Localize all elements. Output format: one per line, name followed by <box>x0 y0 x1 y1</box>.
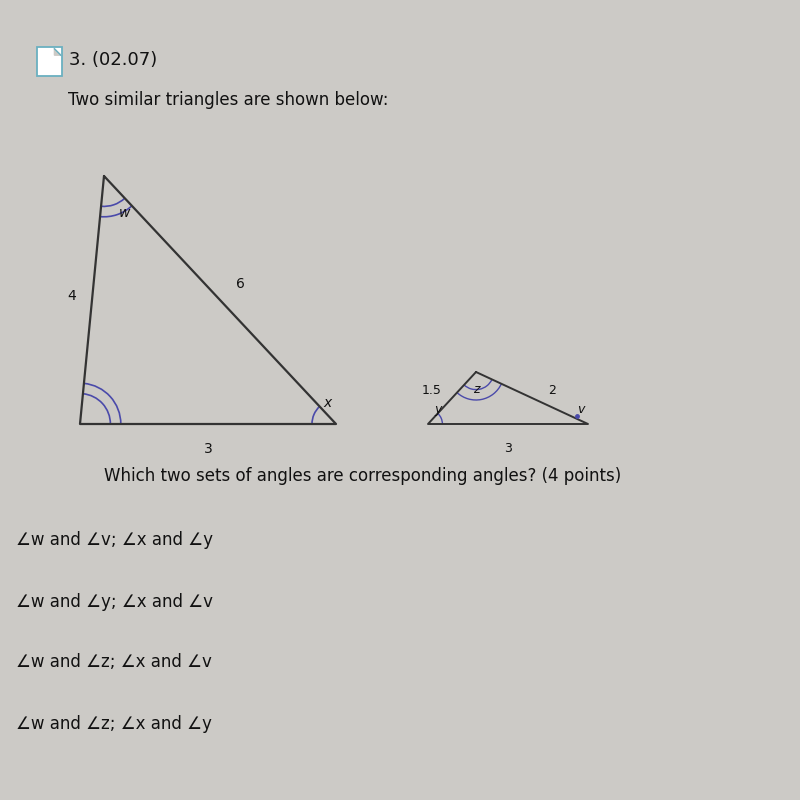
Text: ∠w and ∠y; ∠x and ∠v: ∠w and ∠y; ∠x and ∠v <box>16 593 213 610</box>
Text: w: w <box>118 206 130 220</box>
Text: y: y <box>434 403 442 416</box>
Text: 3: 3 <box>204 442 212 456</box>
Text: 1.5: 1.5 <box>422 383 442 397</box>
Text: ∠w and ∠v; ∠x and ∠y: ∠w and ∠v; ∠x and ∠y <box>16 531 213 549</box>
Text: 6: 6 <box>235 277 245 291</box>
Text: x: x <box>324 396 332 410</box>
Text: Which two sets of angles are corresponding angles? (4 points): Which two sets of angles are correspondi… <box>104 467 622 485</box>
Text: z: z <box>473 383 479 396</box>
Polygon shape <box>54 49 61 55</box>
Text: Two similar triangles are shown below:: Two similar triangles are shown below: <box>68 91 389 109</box>
Text: v: v <box>577 403 584 416</box>
Text: 3. (02.07): 3. (02.07) <box>69 51 157 69</box>
Text: 4: 4 <box>68 289 76 303</box>
Text: 2: 2 <box>548 383 556 397</box>
Text: ∠w and ∠z; ∠x and ∠v: ∠w and ∠z; ∠x and ∠v <box>16 654 212 671</box>
FancyBboxPatch shape <box>37 47 62 76</box>
Text: ∠w and ∠z; ∠x and ∠y: ∠w and ∠z; ∠x and ∠y <box>16 715 212 733</box>
Text: 3: 3 <box>504 442 512 454</box>
